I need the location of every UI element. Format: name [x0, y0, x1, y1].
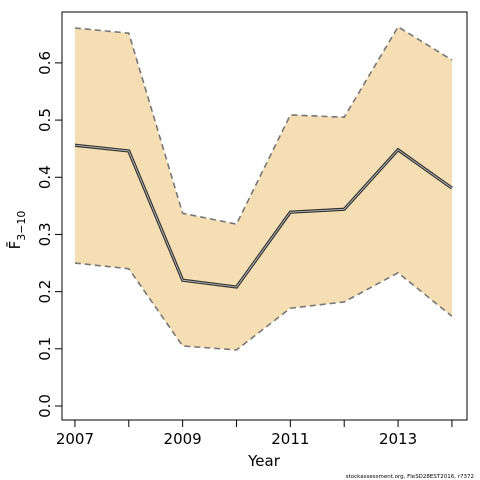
estimate-line-inner [74, 144, 453, 288]
x-tick-label: 2013 [379, 430, 417, 448]
y-tick-label: 0.3 [36, 223, 54, 247]
confidence-band [74, 26, 452, 350]
y-tick-label: 0.4 [36, 165, 54, 189]
x-tick-label: 2011 [271, 430, 309, 448]
y-tick-label: 0.6 [36, 51, 54, 75]
lower-bound [74, 262, 453, 351]
y-tick-label: 0.1 [36, 337, 54, 361]
plot-frame [61, 11, 468, 421]
y-axis-label-sub: 3−10 [15, 211, 28, 241]
x-axis-label: Year [247, 452, 281, 470]
upper-bound [74, 25, 453, 226]
y-tick-label: 0.0 [36, 394, 54, 418]
x-tick-label: 2009 [164, 430, 202, 448]
y-tick-label: 0.2 [36, 280, 54, 304]
y-tick-label: 0.5 [36, 108, 54, 132]
y-axis-label: F̄3−10 [5, 211, 28, 250]
footer: stockassessment.org, FleSD28EST2016, r73… [346, 474, 474, 480]
x-tick-label: 2007 [56, 430, 94, 448]
y-axis-label-main: F̄ [5, 241, 24, 250]
